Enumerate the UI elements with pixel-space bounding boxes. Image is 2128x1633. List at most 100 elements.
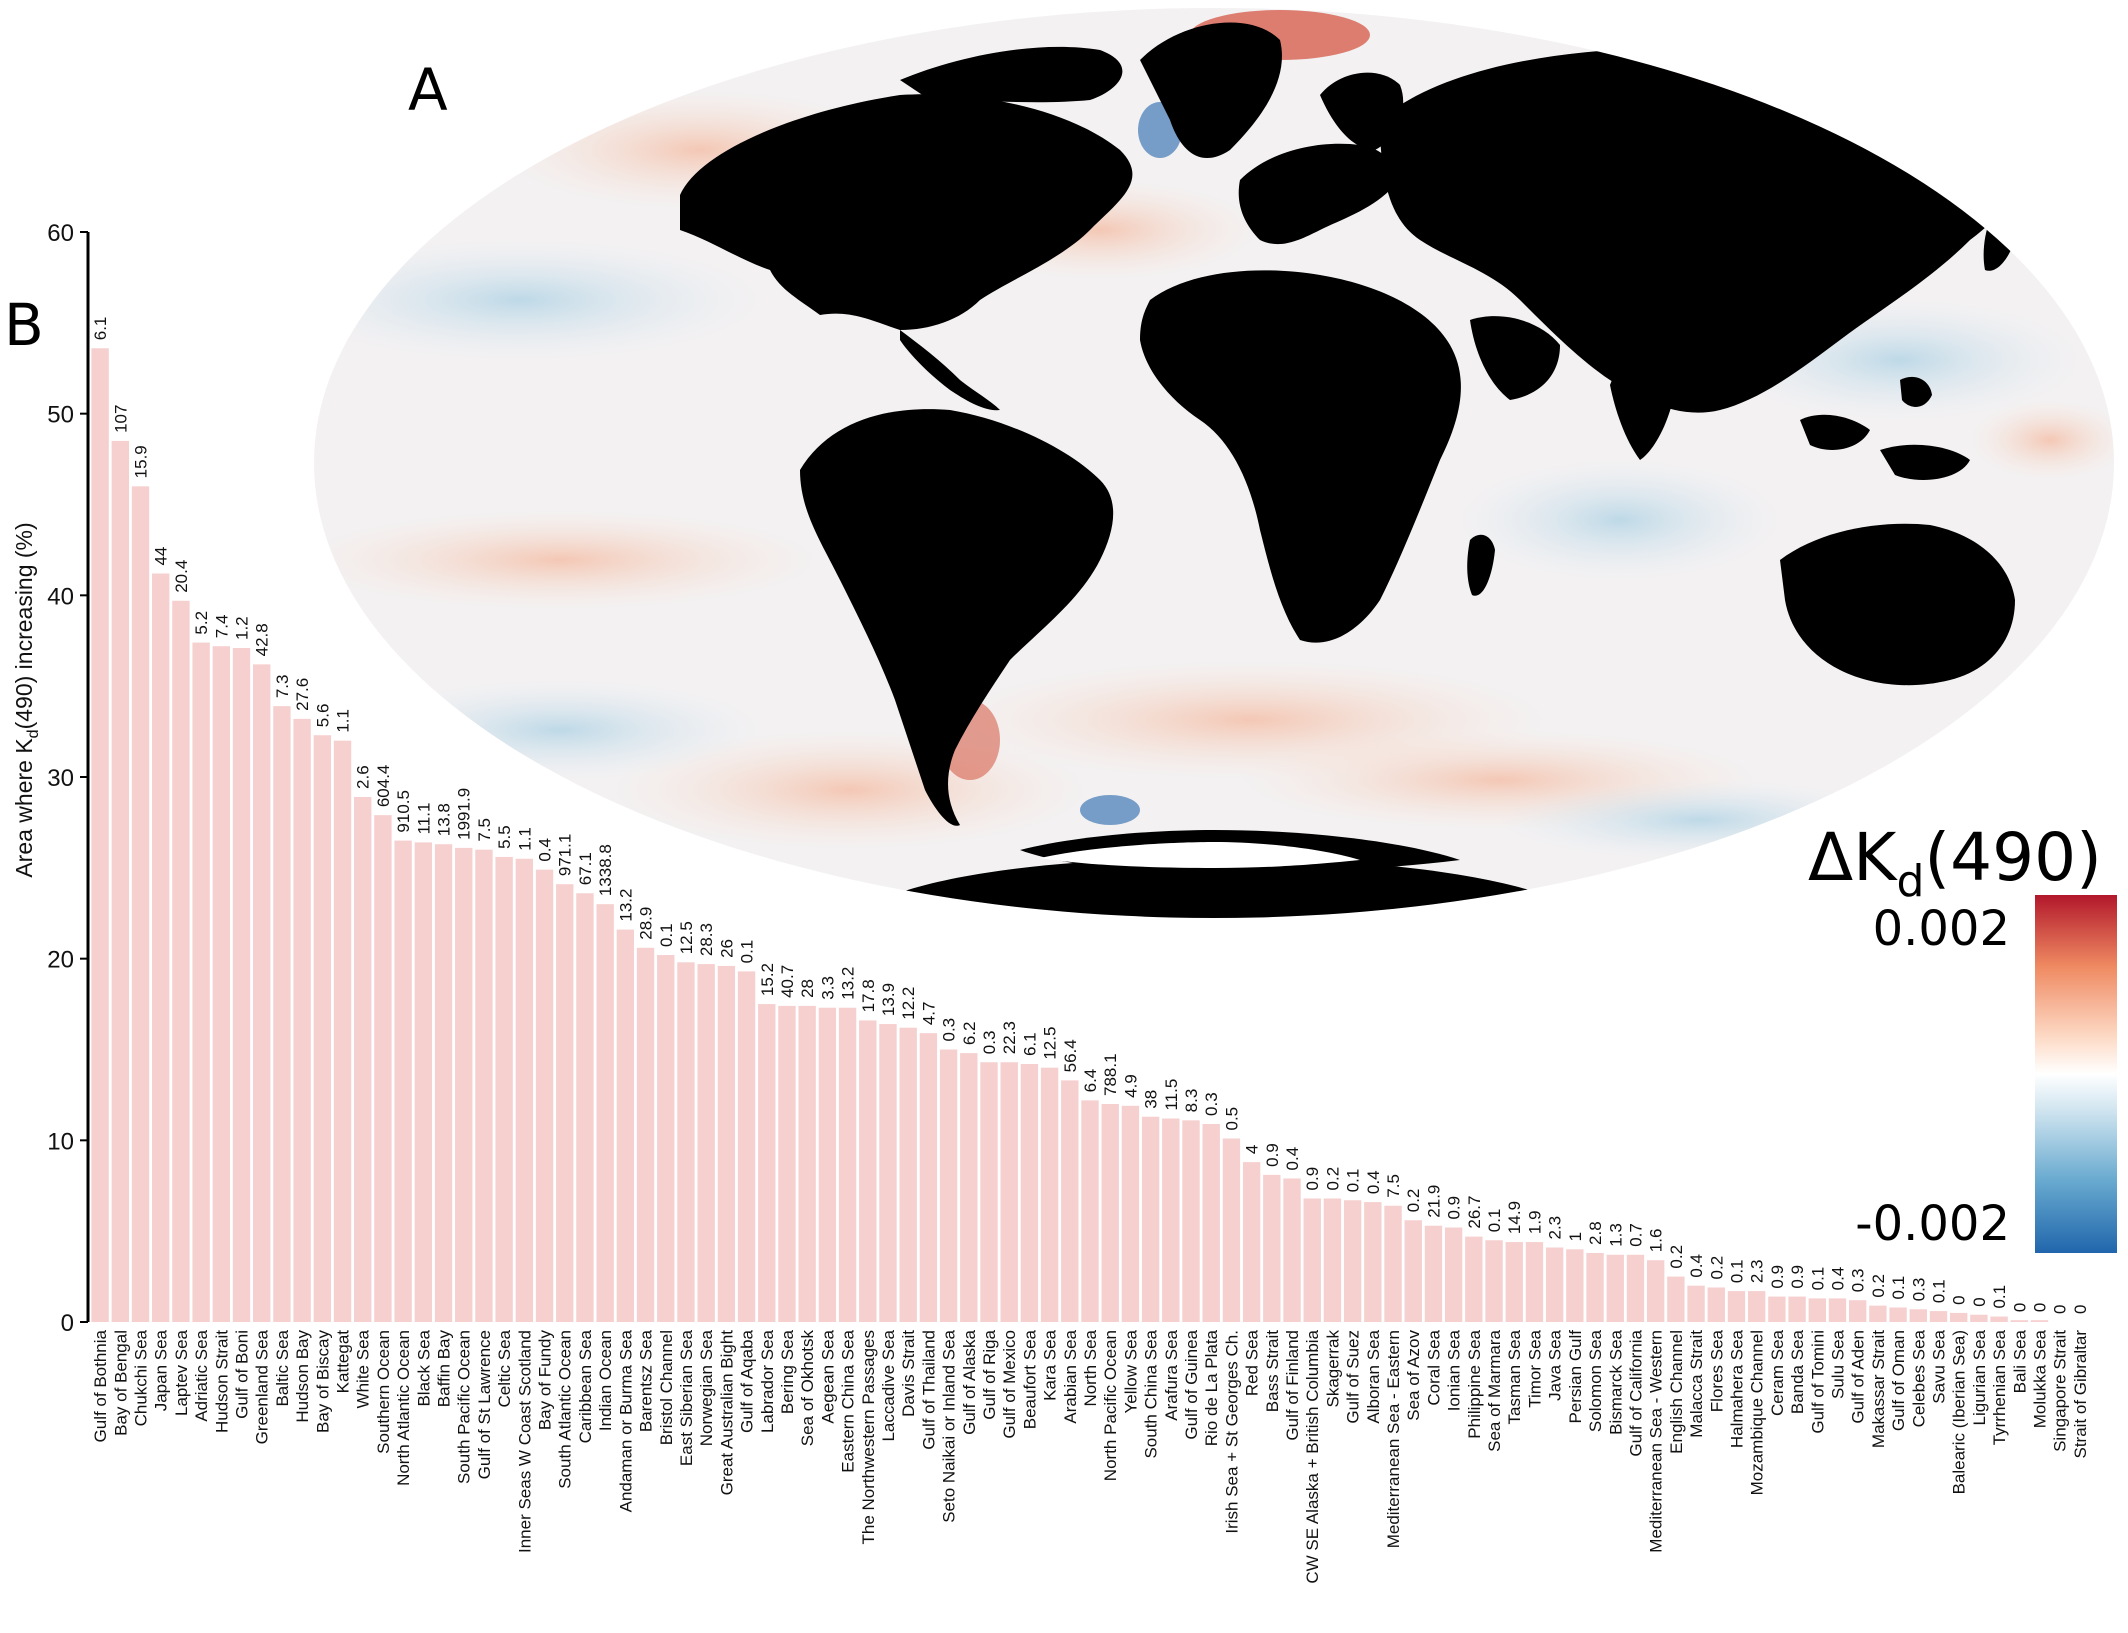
data-label: 28.3 [697, 923, 716, 956]
bar [1020, 1064, 1039, 1322]
bar [434, 844, 453, 1322]
data-label: 4.9 [1121, 1074, 1140, 1098]
data-label: 971.1 [556, 834, 575, 877]
data-label: 7.4 [212, 615, 231, 639]
data-label: 15.9 [132, 445, 151, 478]
data-label: 20.4 [172, 560, 191, 593]
data-label: 0.3 [940, 1018, 959, 1042]
data-label: 22.3 [1000, 1021, 1019, 1054]
x-tick-label: Baltic Sea [273, 1329, 292, 1406]
bar [313, 735, 332, 1322]
data-label: 0.2 [1323, 1167, 1342, 1191]
bar [1525, 1242, 1544, 1322]
x-tick-label: Arafura Sea [1162, 1329, 1181, 1420]
bar [737, 971, 756, 1322]
data-label: 7.5 [475, 818, 494, 842]
x-tick-label: Gulf of St Lawrence [475, 1330, 494, 1479]
bar [1061, 1080, 1079, 1322]
data-label: 1.1 [515, 827, 534, 851]
x-tick-label: Bali Sea [2010, 1329, 2029, 1393]
x-tick-label: Singapore Strait [2051, 1330, 2070, 1452]
data-label: 1.2 [233, 616, 252, 640]
bar [1444, 1227, 1463, 1322]
y-tick-label: 0 [61, 1310, 74, 1337]
x-tick-label: Gulf of Boni [233, 1330, 252, 1419]
bar [1323, 1198, 1342, 1322]
x-tick-label: Hudson Bay [293, 1330, 312, 1423]
bar [1586, 1252, 1604, 1322]
bar [1465, 1236, 1483, 1322]
bar [172, 600, 190, 1322]
bar [1202, 1123, 1220, 1322]
data-label: 0.5 [1222, 1107, 1241, 1131]
data-label: 0.4 [1283, 1147, 1302, 1171]
data-label: 0.2 [1667, 1245, 1686, 1269]
bar [515, 858, 534, 1322]
colorbar-max-label: 0.002 [1873, 901, 2010, 957]
data-label: 0.3 [1909, 1278, 1928, 1302]
bar [1808, 1298, 1826, 1322]
bar [131, 486, 150, 1322]
bar [1384, 1205, 1402, 1322]
x-tick-label: Sea of Azov [1404, 1330, 1423, 1421]
x-tick-label: Balearic (Iberian Sea) [1950, 1330, 1969, 1494]
x-tick-label: Greenland Sea [253, 1329, 272, 1444]
bar [293, 718, 311, 1322]
colorbar-min-label: -0.002 [1855, 1196, 2010, 1252]
x-tick-label: Gulf of Riga [980, 1329, 999, 1419]
bar [1950, 1312, 1968, 1322]
x-tick-label: Aegean Sea [818, 1329, 837, 1423]
x-tick-label: Bass Strait [1263, 1330, 1282, 1412]
bar [1040, 1067, 1059, 1322]
bar [354, 796, 372, 1322]
bar [1889, 1307, 1907, 1322]
x-tick-label: Seto Naikai or Inland Sea [940, 1329, 959, 1522]
x-tick-label: Java Sea [1546, 1329, 1565, 1400]
bar [232, 648, 251, 1322]
bar [717, 965, 736, 1322]
x-tick-label: Yellow Sea [1121, 1329, 1140, 1413]
x-tick-label: Mozambique Channel [1748, 1330, 1767, 1495]
bar [212, 646, 230, 1322]
x-tick-label: Irish Sea + St Georges Ch. [1222, 1330, 1241, 1534]
x-tick-label: Gulf of Suez [1344, 1330, 1363, 1424]
data-label: 0.4 [1364, 1170, 1383, 1194]
category-labels: Gulf of Bothnia Bay of Bengal Chukchi Sea J… [91, 1329, 2090, 1583]
data-label: 0.1 [657, 923, 676, 947]
bar [374, 815, 392, 1322]
data-label: 21.9 [1424, 1185, 1443, 1218]
bar [939, 1049, 958, 1322]
data-label: 0.1 [1889, 1276, 1908, 1300]
x-tick-label: Laptev Sea [172, 1329, 191, 1416]
data-label: 0.7 [1626, 1223, 1645, 1247]
data-label: 0.1 [1990, 1285, 2009, 1309]
x-tick-label: Norwegian Sea [697, 1329, 716, 1446]
data-label: 12.5 [1041, 1027, 1060, 1060]
x-tick-label: South Atlantic Ocean [556, 1330, 575, 1489]
bar [1606, 1254, 1624, 1322]
data-label: 2.6 [354, 765, 373, 789]
bar [960, 1053, 978, 1322]
data-label: 0.1 [1344, 1169, 1363, 1193]
bar [1566, 1249, 1584, 1322]
data-label: 0.9 [1303, 1167, 1322, 1191]
data-label: 0.3 [980, 1031, 999, 1055]
data-label: 13.8 [435, 803, 454, 836]
bar [1747, 1291, 1766, 1322]
x-tick-label: North Atlantic Ocean [394, 1330, 413, 1486]
bar [1283, 1178, 1301, 1322]
bar [1646, 1260, 1665, 1322]
x-tick-label: Andaman or Burma Sea [616, 1329, 635, 1512]
x-tick-label: Gulf of California [1626, 1329, 1645, 1456]
data-label: 1 [1566, 1232, 1585, 1241]
bar [838, 1007, 857, 1322]
x-tick-label: Skagerrak [1323, 1330, 1342, 1408]
x-tick-label: Bay of Fundy [536, 1330, 555, 1431]
bar [394, 840, 412, 1322]
bar [818, 1007, 837, 1322]
bar [495, 856, 513, 1322]
bar [1485, 1240, 1503, 1322]
bar [1990, 1316, 2008, 1322]
data-label: 6.1 [91, 317, 110, 341]
bar [1263, 1174, 1281, 1322]
